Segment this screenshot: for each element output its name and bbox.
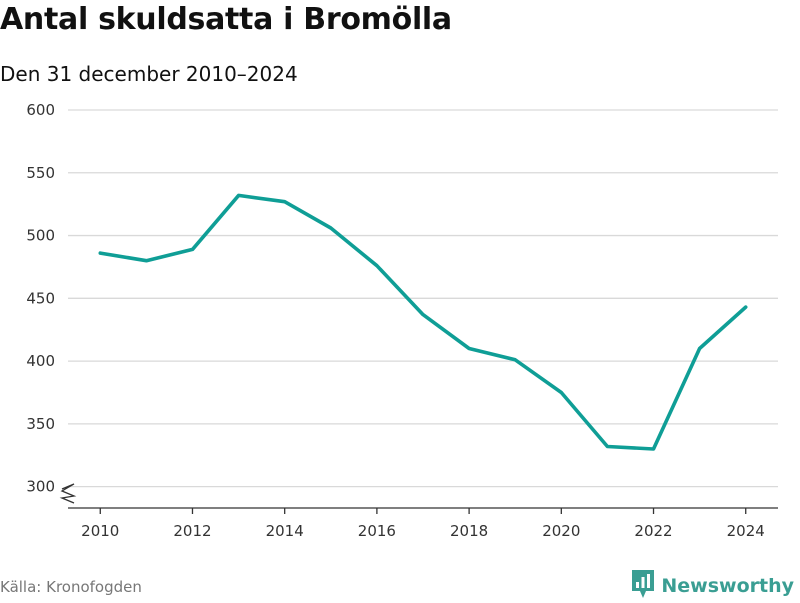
data-point-2010 — [98, 251, 102, 255]
x-tick-label-2010: 2010 — [81, 522, 119, 540]
y-tick-label-350: 350 — [26, 415, 55, 433]
x-tick-label-2016: 2016 — [358, 522, 396, 540]
x-tick-label-2014: 2014 — [266, 522, 304, 540]
y-axis-tick-labels: 300 350 400 450 500 550 600 — [26, 101, 55, 496]
chart-subtitle: Den 31 december 2010–2024 — [0, 62, 298, 86]
x-tick-label-2012: 2012 — [173, 522, 211, 540]
y-tick-label-450: 450 — [26, 289, 55, 307]
grid-lines — [68, 109, 778, 488]
data-point-2017 — [421, 313, 425, 317]
data-point-2024 — [744, 305, 748, 309]
data-point-2012 — [191, 248, 195, 252]
y-tick-label-500: 500 — [26, 227, 55, 245]
y-tick-label-300: 300 — [26, 478, 55, 496]
chart-title: Antal skuldsatta i Bromölla — [0, 2, 452, 37]
x-axis — [68, 507, 778, 514]
series-group — [98, 193, 748, 451]
y-tick-label-550: 550 — [26, 164, 55, 182]
data-point-2016 — [375, 264, 379, 268]
data-point-2022 — [652, 447, 656, 451]
data-point-2011 — [145, 259, 149, 263]
data-point-2018 — [467, 347, 471, 351]
source-note: Källa: Kronofogden — [0, 578, 142, 596]
x-tick-label-2024: 2024 — [727, 522, 765, 540]
x-tick-label-2020: 2020 — [542, 522, 580, 540]
data-point-2013 — [237, 194, 241, 198]
data-point-2019 — [513, 358, 517, 362]
y-tick-label-400: 400 — [26, 352, 55, 370]
x-tick-label-2018: 2018 — [450, 522, 488, 540]
series-line-0 — [98, 193, 748, 451]
data-point-2023 — [698, 347, 702, 351]
y-axis-break-icon — [59, 483, 77, 504]
axis-break-mark — [59, 483, 77, 504]
newsworthy-logo-icon — [631, 569, 655, 603]
x-axis-tick-labels: 2010 2012 2014 2016 2018 2020 2022 2024 — [81, 522, 765, 540]
data-point-2014 — [283, 200, 287, 204]
x-tick-label-2022: 2022 — [634, 522, 672, 540]
data-point-2020 — [560, 391, 564, 395]
brand-name: Newsworthy — [661, 575, 794, 597]
data-point-2015 — [329, 226, 333, 230]
brand-logo: Newsworthy — [631, 569, 794, 603]
y-tick-label-600: 600 — [26, 101, 55, 119]
data-point-2021 — [606, 445, 610, 449]
